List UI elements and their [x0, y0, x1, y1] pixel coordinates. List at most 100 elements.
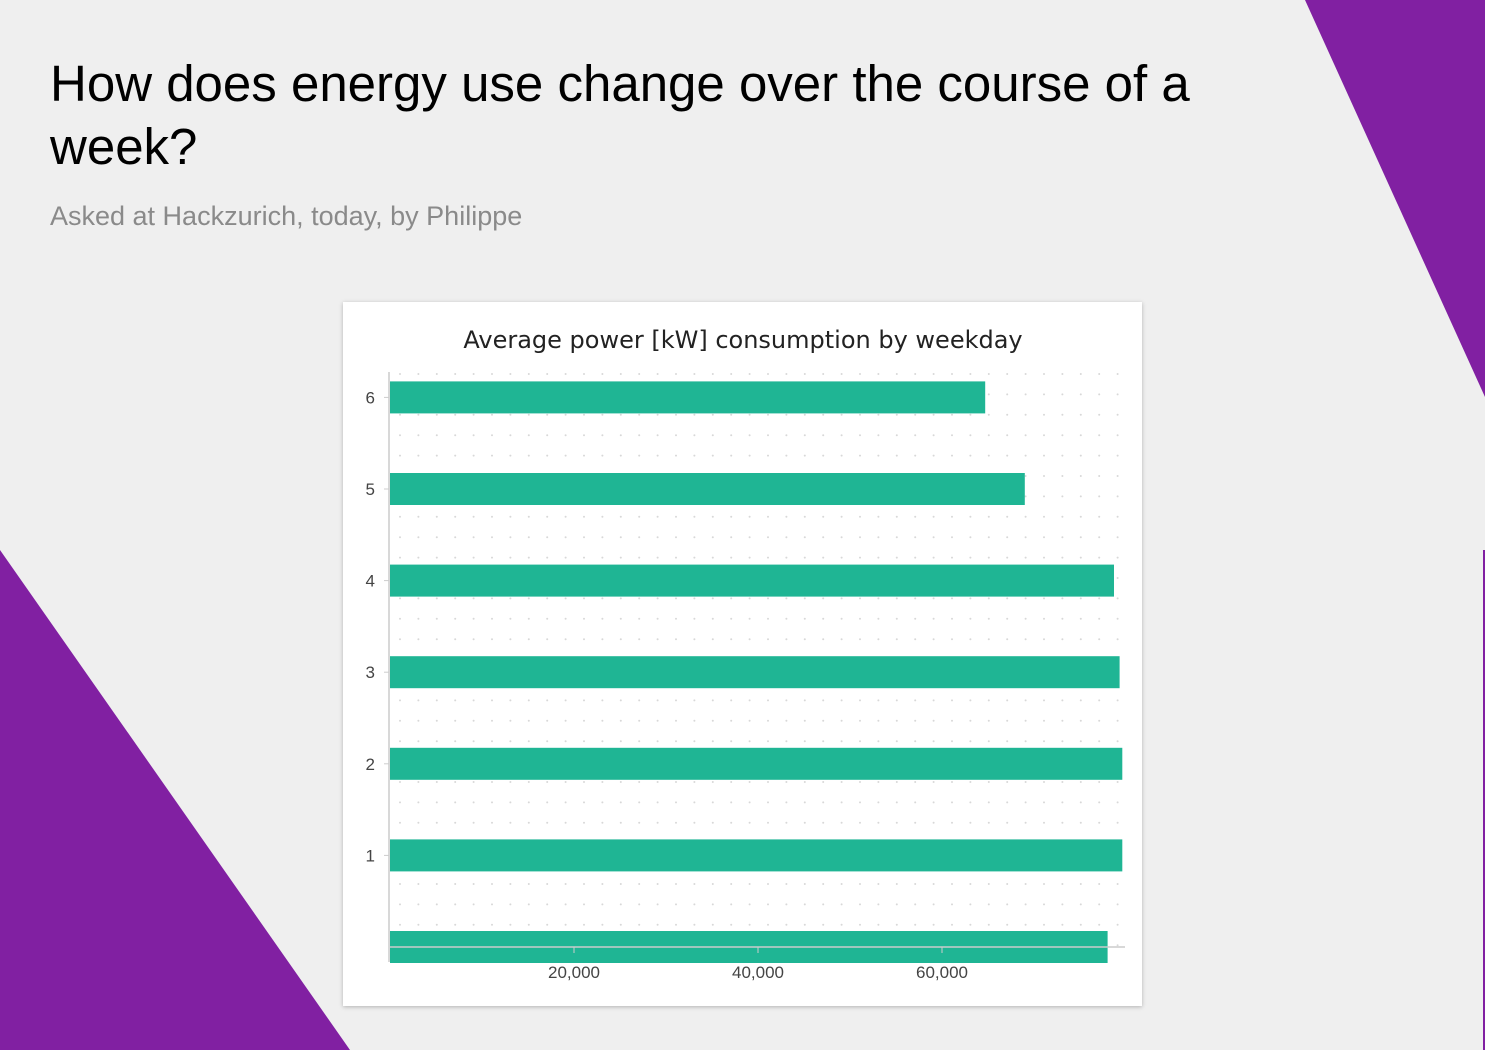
grid-dot — [564, 903, 567, 906]
grid-dot — [564, 923, 567, 926]
grid-dot — [454, 373, 457, 375]
grid-dot — [932, 556, 935, 559]
grid-dot — [1006, 781, 1009, 783]
grid-dot — [1043, 617, 1045, 620]
grid-dot — [932, 515, 935, 518]
grid-dot — [877, 617, 880, 620]
grid-dot — [638, 617, 641, 620]
grid-dot — [417, 883, 420, 885]
grid-dot — [1116, 719, 1119, 722]
grid-dot — [859, 781, 861, 783]
grid-dot — [803, 740, 806, 743]
grid-dot — [877, 536, 880, 539]
grid-dot — [472, 373, 475, 375]
grid-dot — [1098, 719, 1101, 722]
grid-dot — [1024, 740, 1027, 743]
grid-dot — [1079, 597, 1082, 600]
grid-dot — [1098, 883, 1101, 885]
grid-dot — [859, 536, 861, 539]
grid-dot — [601, 719, 604, 722]
grid-dot — [1061, 536, 1064, 539]
grid-dot — [767, 883, 769, 885]
grid-dot — [895, 556, 898, 559]
grid-dot — [803, 617, 806, 620]
grid-dot — [619, 536, 622, 539]
grid-dot — [583, 515, 585, 518]
bar-weekday-3 — [390, 656, 1120, 689]
grid-dot — [1006, 536, 1009, 539]
grid-dot — [987, 903, 990, 906]
grid-dot — [859, 413, 861, 416]
grid-dot — [435, 434, 438, 437]
grid-dot — [987, 638, 990, 641]
grid-dot — [785, 801, 788, 804]
x-tick-label: 20,000 — [548, 963, 600, 982]
grid-dot — [583, 699, 585, 702]
grid-dot — [601, 740, 604, 743]
grid-dot — [1024, 801, 1027, 804]
grid-dot — [546, 821, 549, 824]
grid-dot — [711, 434, 714, 437]
grid-dot — [546, 699, 549, 702]
grid-dot — [491, 556, 493, 559]
grid-dot — [583, 617, 585, 620]
grid-dot — [454, 923, 457, 926]
grid-dot — [730, 617, 733, 620]
grid-dot — [675, 413, 677, 416]
grid-dot — [1079, 536, 1082, 539]
grid-dot — [509, 821, 512, 824]
grid-dot — [656, 903, 659, 906]
grid-dot — [638, 434, 641, 437]
grid-dot — [1043, 515, 1045, 518]
grid-dot — [454, 903, 457, 906]
grid-dot — [601, 434, 604, 437]
grid-dot — [1098, 515, 1101, 518]
grid-dot — [1079, 903, 1082, 906]
grid-dot — [527, 699, 530, 702]
grid-dot — [877, 781, 880, 783]
grid-dot — [840, 719, 843, 722]
grid-dot — [527, 719, 530, 722]
grid-dot — [914, 883, 917, 885]
grid-dot — [803, 536, 806, 539]
accent-edge-right — [1483, 550, 1485, 1050]
grid-dot — [583, 883, 585, 885]
grid-dot — [472, 454, 475, 457]
grid-dot — [527, 638, 530, 641]
bar-weekday-1 — [390, 839, 1123, 872]
grid-dot — [491, 454, 493, 457]
grid-dot — [877, 801, 880, 804]
grid-dot — [877, 740, 880, 743]
grid-dot — [1061, 393, 1064, 396]
grid-dot — [509, 536, 512, 539]
grid-dot — [638, 638, 641, 641]
grid-dot — [1079, 923, 1082, 926]
grid-dot — [1079, 393, 1082, 396]
grid-dot — [399, 699, 401, 702]
grid-dot — [656, 638, 659, 641]
grid-dot — [730, 556, 733, 559]
grid-dot — [546, 923, 549, 926]
grid-dot — [1116, 821, 1119, 824]
grid-dot — [859, 638, 861, 641]
grid-dot — [1006, 801, 1009, 804]
grid-dot — [601, 454, 604, 457]
grid-dot — [767, 781, 769, 783]
grid-dot — [509, 740, 512, 743]
grid-dot — [840, 781, 843, 783]
grid-dot — [638, 454, 641, 457]
grid-dot — [914, 373, 917, 375]
grid-dot — [583, 923, 585, 926]
grid-dot — [951, 903, 953, 906]
grid-dot — [564, 454, 567, 457]
grid-dot — [785, 597, 788, 600]
grid-dot — [969, 903, 972, 906]
grid-dot — [619, 413, 622, 416]
grid-dot — [527, 617, 530, 620]
grid-dot — [730, 821, 733, 824]
grid-dot — [1098, 413, 1101, 416]
grid-dot — [748, 597, 751, 600]
grid-dot — [969, 740, 972, 743]
grid-dot — [1079, 515, 1082, 518]
grid-dot — [435, 781, 438, 783]
